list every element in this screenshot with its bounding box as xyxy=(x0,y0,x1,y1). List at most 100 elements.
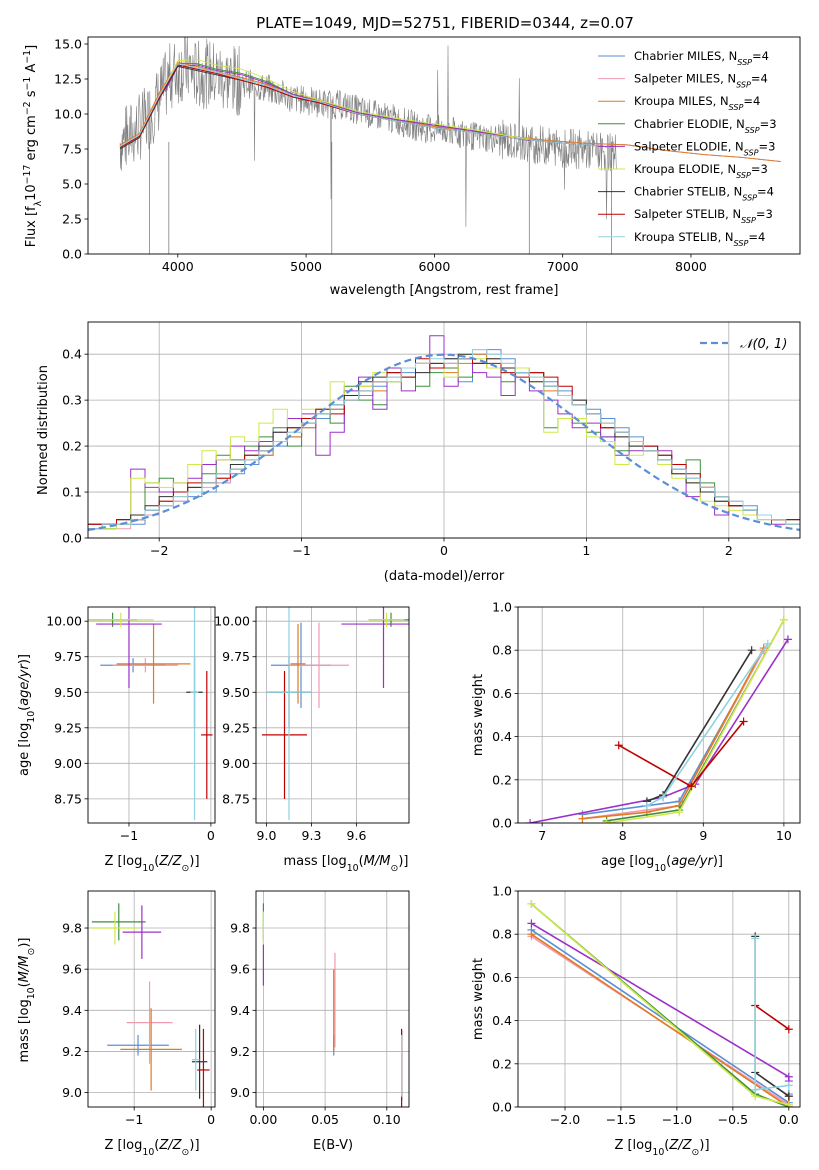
y-tick-label: 9.2 xyxy=(230,1044,250,1059)
x-tick-label: −1 xyxy=(292,543,310,558)
weight-point-salpeter-elodie xyxy=(783,635,792,644)
y-tick-label: 5.0 xyxy=(62,177,82,192)
legend-label: Salpeter ELODIE, NSSP=3 xyxy=(634,139,775,157)
y-tick-label: 7.5 xyxy=(62,142,82,157)
y-tick-label: 8.75 xyxy=(54,791,82,806)
weight-point-chabrier-stelib xyxy=(747,646,756,655)
weight-point-kroupa-miles xyxy=(578,814,587,823)
axes-frame xyxy=(517,606,801,824)
x-tick-label: 7 xyxy=(538,828,546,843)
x-axis-label: (data-model)/error xyxy=(384,569,505,584)
plot-area xyxy=(262,903,403,1107)
y-tick-label: 0.2 xyxy=(492,772,512,787)
chart-age_vs_mass: 9.0 9.3 9.6 8.75 9.00 9.25 9.50 9.75 10.00 mass [… xyxy=(214,606,410,874)
y-tick-label: 0.0 xyxy=(492,1100,512,1115)
plot-area xyxy=(262,607,409,821)
weight-point-kroupa-elodie xyxy=(784,1100,793,1107)
axes-frame xyxy=(87,36,801,255)
y-tick-label: 9.50 xyxy=(222,685,250,700)
y-tick-label: 9.00 xyxy=(222,756,250,771)
axes-frame xyxy=(87,321,801,539)
y-tick-label: 0.2 xyxy=(62,439,82,454)
weight-line-chabrier-stelib xyxy=(754,936,790,1097)
y-tick-label: 0.8 xyxy=(492,927,512,942)
y-tick-label: 0.4 xyxy=(62,347,82,362)
x-tick-label: 6000 xyxy=(418,259,450,274)
x-tick-label: −2.0 xyxy=(550,1112,580,1127)
y-tick-label: 0.6 xyxy=(492,686,512,701)
weight-point-kroupa-elodie xyxy=(675,808,684,817)
weight-point-salpeter-stelib xyxy=(739,717,748,726)
legend-label: Salpeter STELIB, NSSP=3 xyxy=(634,207,773,225)
y-tick-label: 0.4 xyxy=(492,1013,512,1028)
weight-point-kroupa-miles xyxy=(527,930,536,939)
spectrum-legend: Chabrier MILES, NSSP=4 Salpeter MILES, NS… xyxy=(598,49,777,247)
weight-line-salpeter-stelib xyxy=(754,1004,790,1030)
y-tick-label: 1.0 xyxy=(492,884,512,899)
y-tick-label: 9.0 xyxy=(62,1085,82,1100)
y-tick-label: 9.25 xyxy=(54,720,82,735)
axes-frame xyxy=(87,890,216,1108)
x-tick-label: 0.10 xyxy=(373,1112,401,1127)
chart-residuals: −2 −1 0 1 2 0.0 0.1 0.2 0.3 0.4 𝒩(0, 1) (data-model… xyxy=(36,321,801,584)
weight-line-salpeter-stelib xyxy=(618,720,745,788)
legend-label: Kroupa ELODIE, NSSP=3 xyxy=(634,162,768,180)
y-tick-label: 9.4 xyxy=(62,1003,82,1018)
chart-weight_vs_age: 7 8 9 10 0.0 0.2 0.4 0.6 0.8 1.0 age [log10(age/yr… xyxy=(471,600,801,874)
chart-weight_vs_Z: −2.0 −1.5 −1.0 −0.5 0.0 0.0 0.2 0.4 0.6 0.8 1.0 Z [… xyxy=(471,884,801,1158)
legend-label: Kroupa STELIB, NSSP=4 xyxy=(634,230,765,248)
x-tick-label: −1 xyxy=(120,828,138,843)
x-tick-label: 1 xyxy=(582,543,590,558)
x-tick-label: −2 xyxy=(150,543,168,558)
y-tick-label: 0.1 xyxy=(62,485,82,500)
weight-point-kroupa-stelib xyxy=(763,639,772,648)
y-tick-label: 0.2 xyxy=(492,1056,512,1071)
histogram-kroupa-stelib xyxy=(88,349,800,530)
y-tick-label: 0.0 xyxy=(62,247,82,262)
axes-frame xyxy=(255,890,410,1108)
plot-area xyxy=(527,899,793,1107)
y-tick-label: 8.75 xyxy=(222,791,250,806)
x-axis-label: mass [log10(M/M⊙)] xyxy=(284,854,409,874)
y-axis-label: Flux [fλ10−17 erg cm−2 s−1 A−1] xyxy=(22,45,44,247)
y-tick-label: 0.3 xyxy=(62,393,82,408)
weight-point-kroupa-stelib xyxy=(642,801,651,810)
y-tick-label: 0.4 xyxy=(492,729,512,744)
plot-area xyxy=(88,335,800,531)
x-axis-label: age [log10(age/yr)] xyxy=(601,854,723,874)
y-axis-label: age [log10(age/yr)] xyxy=(17,654,37,776)
x-tick-label: 8000 xyxy=(675,259,707,274)
x-tick-label: 9.3 xyxy=(302,828,322,843)
x-axis-label: wavelength [Angstrom, rest frame] xyxy=(330,283,559,298)
model-line-salpeter-elodie xyxy=(164,64,531,142)
x-tick-label: −1 xyxy=(125,1112,143,1127)
y-tick-label: 10.00 xyxy=(214,614,250,629)
y-axis-label: mass weight xyxy=(471,958,486,1040)
x-tick-label: −1.0 xyxy=(662,1112,692,1127)
histogram-salpeter-elodie xyxy=(88,335,800,530)
y-tick-label: 9.2 xyxy=(62,1044,82,1059)
x-tick-label: 8 xyxy=(619,828,627,843)
y-tick-label: 9.00 xyxy=(54,756,82,771)
axes-frame xyxy=(517,890,801,1108)
x-tick-label: 0 xyxy=(207,828,215,843)
legend-label: Chabrier STELIB, NSSP=4 xyxy=(634,185,774,203)
weight-point-kroupa-elodie xyxy=(602,819,611,823)
chart-mass_vs_Z: −1 0 9.0 9.2 9.4 9.6 9.8 Z [log10(Z/Z⊙)] mass [l… xyxy=(17,890,216,1158)
chart-mass_vs_ebv: 0.00 0.05 0.10 9.0 9.2 9.4 9.6 9.8 E(B-V) xyxy=(230,890,410,1153)
weight-point-salpeter-stelib xyxy=(614,741,623,750)
x-tick-label: 7000 xyxy=(547,259,579,274)
y-tick-label: 1.0 xyxy=(492,600,512,615)
y-tick-label: 0.6 xyxy=(492,970,512,985)
x-axis-label: Z [log10(Z/Z⊙)] xyxy=(614,1138,709,1158)
weight-point-salpeter-elodie xyxy=(526,819,535,823)
plot-area xyxy=(526,615,792,823)
x-axis-label: Z [log10(Z/Z⊙)] xyxy=(104,1138,199,1158)
legend-label: Salpeter MILES, NSSP=4 xyxy=(634,72,768,90)
plot-area xyxy=(91,903,210,1107)
legend-label-normal: 𝒩(0, 1) xyxy=(740,337,787,352)
y-axis-label: mass weight xyxy=(471,674,486,756)
weight-point-kroupa-stelib xyxy=(751,934,760,943)
y-tick-label: 9.25 xyxy=(222,720,250,735)
plot-area xyxy=(119,37,781,254)
